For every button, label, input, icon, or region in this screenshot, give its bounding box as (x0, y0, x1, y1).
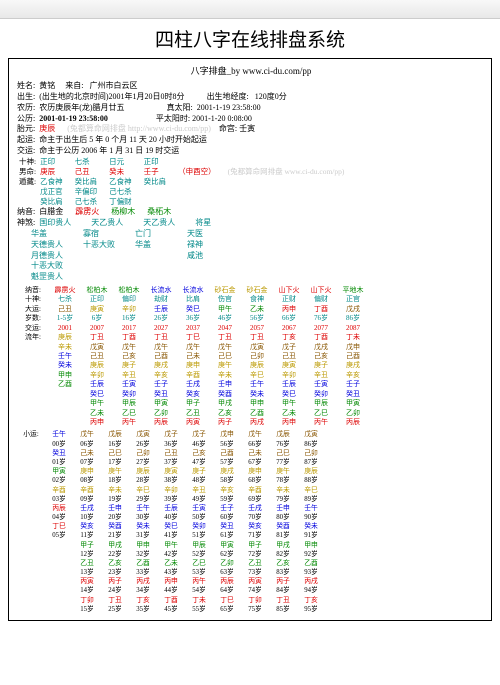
subtitle: 八字排盘_by www.ci-du.com/pp (17, 65, 485, 77)
info-birth: 出生: (出生地的北京时间)2001年1月20日0时8分 出生地经度: 120度… (17, 92, 485, 103)
page-title: 四柱八字在线排盘系统 (8, 25, 492, 52)
info-name: 姓名: 黄铭 来自: 广州市白云区 (17, 81, 485, 92)
content-box: 八字排盘_by www.ci-du.com/pp 姓名: 黄铭 来自: 广州市白… (8, 58, 492, 621)
dayun-table: 纳音:霹雳火松柏木松柏木长流水长流水砂石金砂石金山下火山下火平地木十神:七杀正印… (17, 286, 369, 428)
info-qiyun: 起运: 命主于出生后 5 年 0 个月 11 天 20 小时开始起运 (17, 135, 485, 146)
xiaoyun-table: 小运:壬午戊午戊辰戊寅戊子戊子戊申戊午戊辰戊寅00岁06岁16岁26岁36岁46… (17, 430, 325, 613)
info-jiaoyun: 交运: 命主于公历 2006 年 1 月 31 日 19 时交运 (17, 146, 485, 157)
info-taiyuan: 胎元: 庚辰 (兔都算命网排盘 http://www.ci-du.com/pp)… (17, 124, 485, 135)
browser-chrome (0, 0, 500, 19)
pillars-table: 十神:正印七杀日元正印男命:庚辰己丑癸未壬子（申酉空）(兔都算命网排盘 www.… (17, 157, 346, 208)
page: 四柱八字在线排盘系统 八字排盘_by www.ci-du.com/pp 姓名: … (0, 19, 500, 685)
info-lunar: 农历: 农历庚辰年(龙)腊月廿五 真太阳: 2001-1-19 23:58:00 (17, 103, 485, 114)
shensha-block: 神煞: 国印贵人天乙贵人天乙贵人将星 华盖寡宿亡门天医 天德贵人十恶大败华盖禄神… (17, 218, 485, 283)
nayin-row: 纳音: 白腊金 霹雳火 杨柳木 桑柘木 (17, 207, 485, 218)
info-gong: 公历: 2001-01-19 23:58:00 平太阳时: 2001-1-20 … (17, 114, 485, 125)
